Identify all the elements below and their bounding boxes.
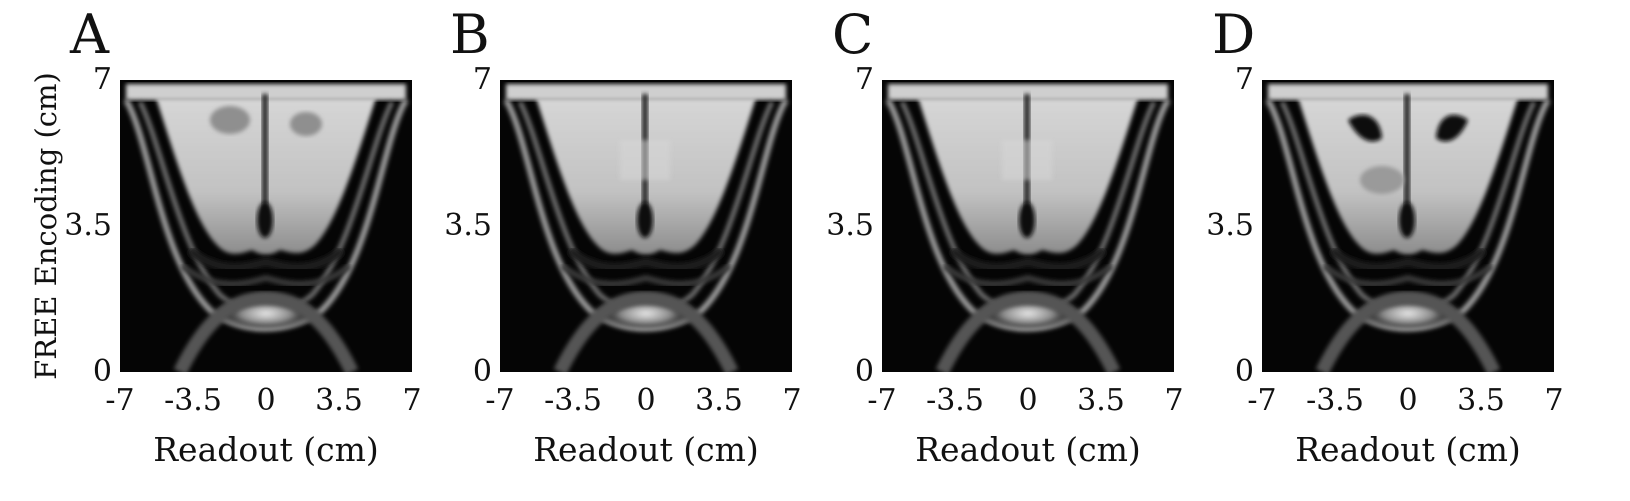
y-tick-label: 3.5 — [826, 208, 874, 243]
x-tick-label: 3.5 — [1457, 383, 1505, 418]
x-tick-label: 3.5 — [1077, 383, 1125, 418]
x-tick-label: -3.5 — [1306, 383, 1364, 418]
y-tick-label: 7 — [472, 62, 492, 97]
y-tick-label: 3.5 — [64, 208, 112, 243]
y-tick-label: 0 — [854, 354, 874, 389]
panel-letter: C — [832, 3, 874, 66]
y-tick-label: 7 — [92, 62, 112, 97]
x-tick-label: 7 — [1164, 383, 1184, 418]
mri-image-frame — [882, 80, 1174, 372]
x-tick-label: 0 — [1018, 383, 1038, 418]
x-tick-label: -7 — [1247, 383, 1277, 418]
panel-letter: B — [450, 3, 490, 66]
mri-image-frame — [120, 80, 412, 372]
mri-image — [500, 80, 792, 372]
x-axis-label: Readout (cm) — [533, 430, 759, 469]
x-tick-label: 7 — [1544, 383, 1564, 418]
mri-image — [882, 80, 1174, 372]
x-tick-label: 3.5 — [315, 383, 363, 418]
mri-image — [120, 80, 412, 372]
panel-c: C 7 3.5 0 -7 -3.5 0 — [786, 0, 1183, 501]
x-tick-label: 3.5 — [695, 383, 743, 418]
x-tick-label: 7 — [402, 383, 422, 418]
x-tick-label: -3.5 — [926, 383, 984, 418]
y-tick-label: 0 — [92, 354, 112, 389]
panel-a: A — [24, 0, 421, 501]
y-tick-label: 0 — [472, 354, 492, 389]
x-tick-label: 0 — [1398, 383, 1418, 418]
mri-image-frame — [500, 80, 792, 372]
y-tick-label: 7 — [1234, 62, 1254, 97]
panel-b: B 7 3.5 0 -7 -3.5 0 — [404, 0, 801, 501]
y-tick-label: 3.5 — [444, 208, 492, 243]
x-tick-label: -3.5 — [164, 383, 222, 418]
x-axis-label: Readout (cm) — [153, 430, 379, 469]
y-tick-label: 0 — [1234, 354, 1254, 389]
x-tick-label: -7 — [867, 383, 897, 418]
panel-d: D — [1166, 0, 1563, 501]
x-tick-label: 0 — [256, 383, 276, 418]
y-tick-label: 7 — [854, 62, 874, 97]
mri-image-frame — [1262, 80, 1554, 372]
x-tick-label: 0 — [636, 383, 656, 418]
x-axis-label: Readout (cm) — [1295, 430, 1521, 469]
mri-image — [1262, 80, 1554, 372]
panel-letter: D — [1212, 3, 1256, 66]
x-tick-label: -7 — [105, 383, 135, 418]
y-tick-label: 3.5 — [1206, 208, 1254, 243]
panel-letter: A — [70, 3, 109, 66]
x-tick-label: -3.5 — [544, 383, 602, 418]
x-tick-label: 7 — [782, 383, 802, 418]
x-tick-label: -7 — [485, 383, 515, 418]
x-axis-label: Readout (cm) — [915, 430, 1141, 469]
